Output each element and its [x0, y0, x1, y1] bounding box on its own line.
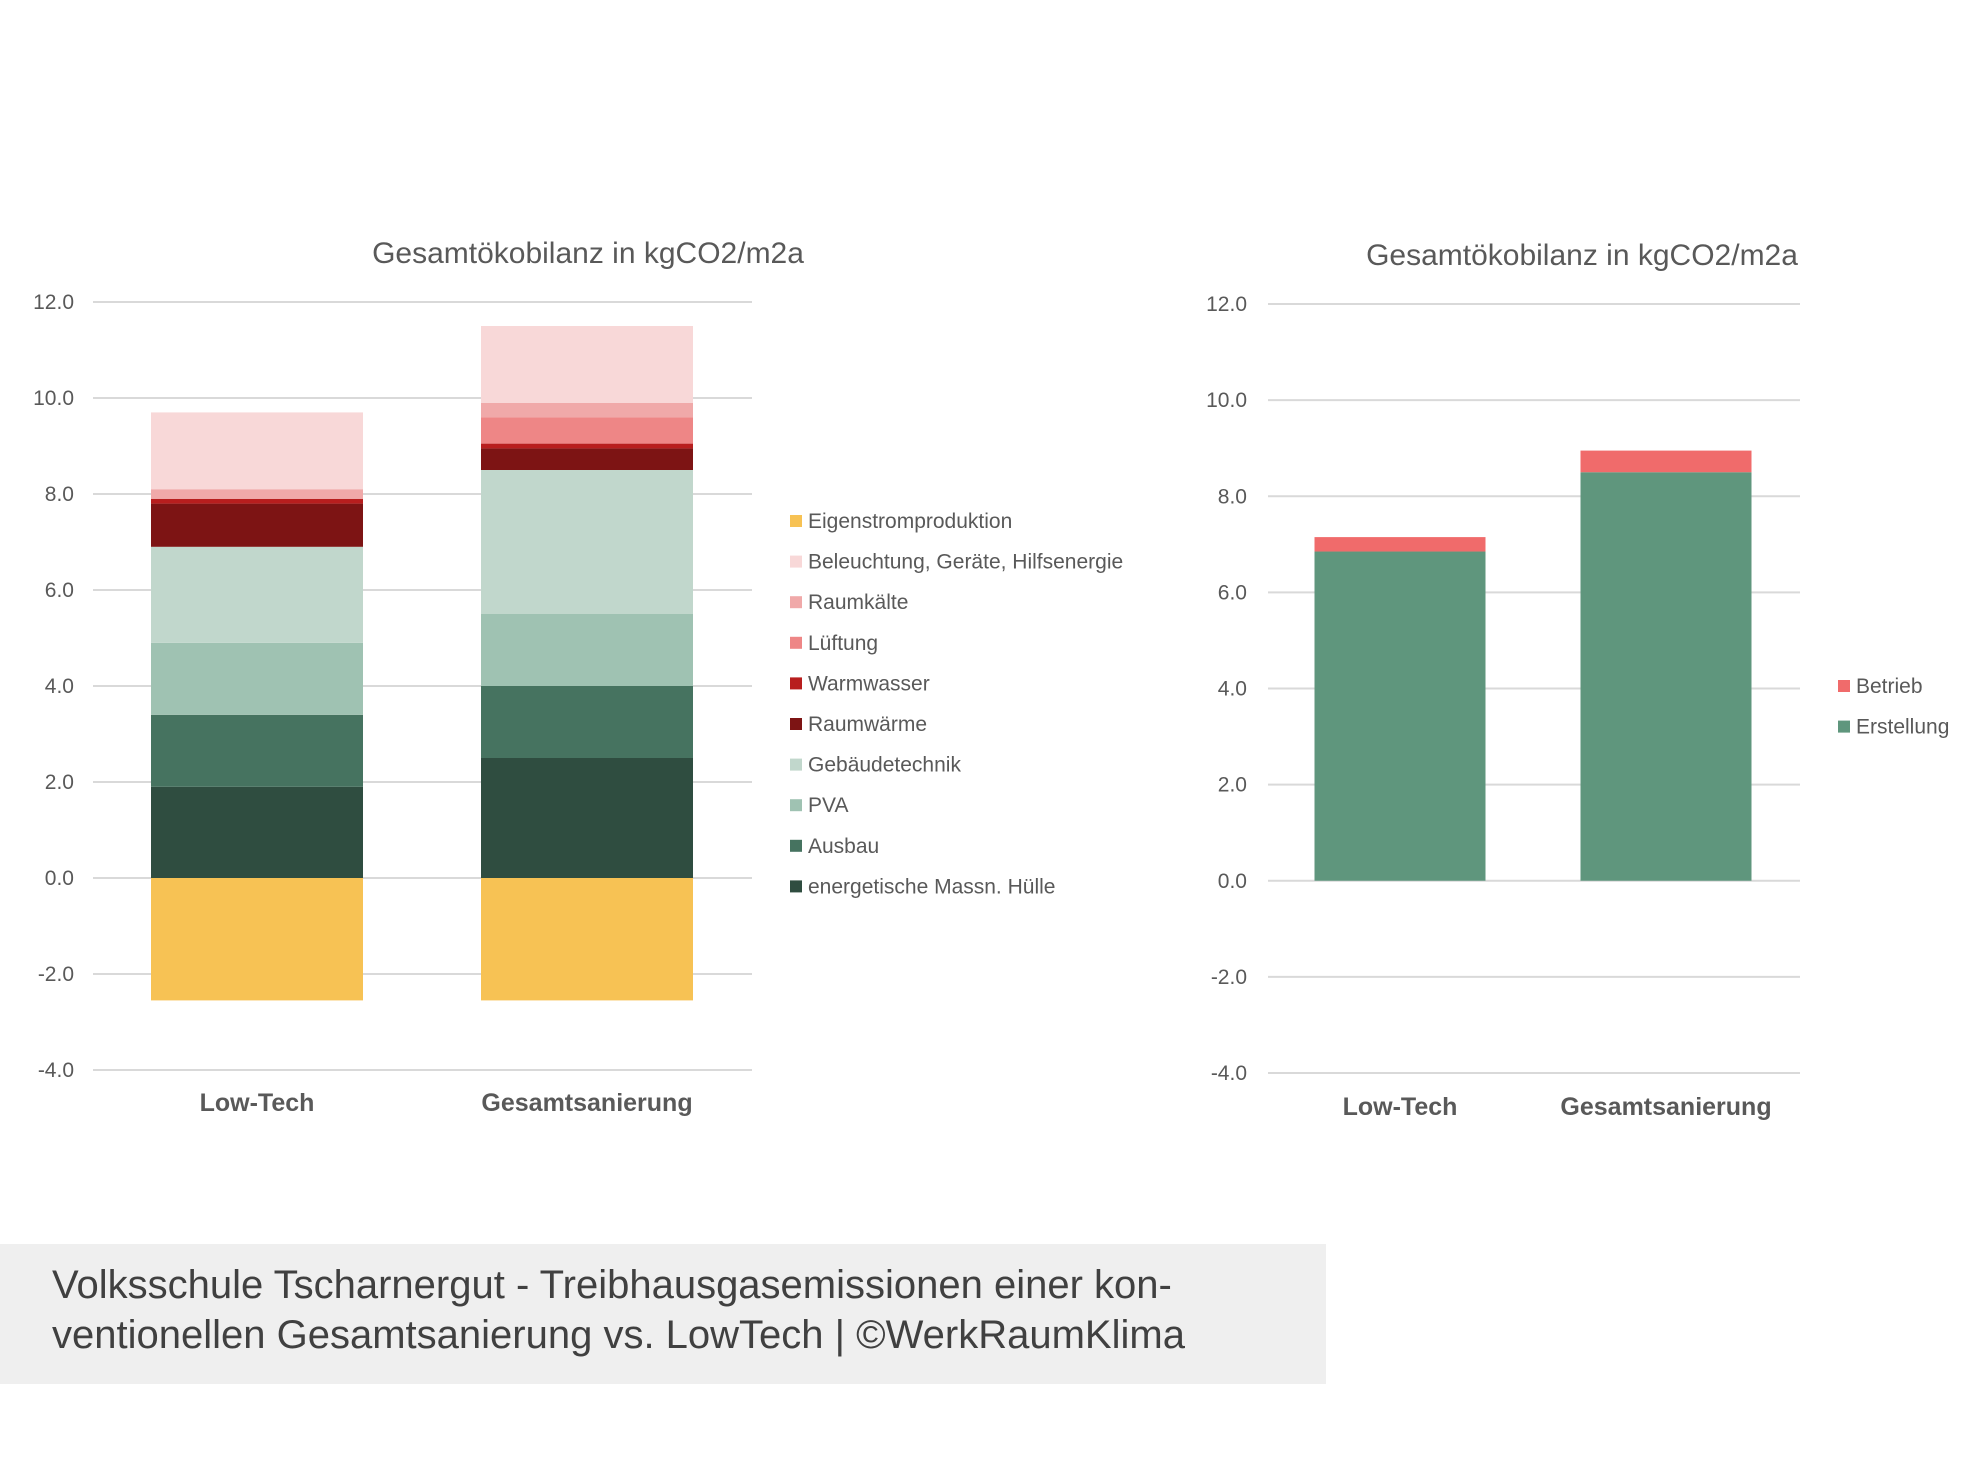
legend-swatch-lueftung [790, 636, 802, 649]
legend-label: Erstellung [1856, 716, 1949, 739]
legend-label: energetische Massn. Hülle [808, 875, 1055, 898]
x-category-label: Gesamtsanierung [481, 1089, 692, 1117]
bar-segment-betrieb-gesamtsanierung [1580, 450, 1752, 473]
bar-segment-raumwaerme-low-tech [151, 503, 363, 547]
legend-swatch-raumwaerme [790, 718, 802, 730]
chart-emissions-by-category: Gesamtökobilanz in kgCO2/m2a 12.0 10.0 8.0 6… [33, 237, 1123, 1117]
bar-segment-pva-gesamtsanierung [481, 614, 693, 686]
legend-swatch-ausbau [790, 839, 802, 852]
legend-label: PVA [808, 794, 848, 817]
y-tick-label: 2.0 [45, 771, 74, 794]
legend-label: Betrieb [1856, 675, 1923, 698]
bar-segment-raumwaerme-gesamtsanierung [481, 448, 693, 470]
x-category-label: Low-Tech [200, 1089, 315, 1117]
y-tick-label: 4.0 [45, 675, 74, 698]
y-tick-label: -4.0 [38, 1059, 74, 1082]
y-tick-label: 12.0 [33, 291, 74, 314]
bar-segment-gebaeudetechnik-gesamtsanierung [481, 470, 693, 614]
bar-segment-pva-low-tech [151, 642, 363, 715]
legend-label: Raumkälte [808, 591, 908, 614]
y-tick-label: 4.0 [1218, 678, 1247, 701]
legend-swatch-raumkaelte [790, 596, 802, 609]
y-tick-label: 8.0 [1218, 485, 1247, 508]
bar-segment-eigenstromproduktion-gesamtsanierung [481, 878, 693, 1001]
y-tick-label: 12.0 [1206, 293, 1247, 316]
bar-segment-energetische-massn-huelle-low-tech [151, 786, 363, 878]
y-tick-label: 10.0 [33, 387, 74, 410]
bar-segment-energetische-massn-huelle-gesamtsanierung [481, 758, 693, 878]
bar-segment-beleuchtung-geraete-hilfsenergie-low-tech [151, 412, 363, 490]
legend-label: Eigenstromproduktion [808, 510, 1012, 533]
bar-segment-raumkaelte-low-tech [151, 489, 363, 499]
chart-emissions-by-phase: Gesamtökobilanz in kgCO2/m2a 12.0 10.0 8.0 6… [1206, 239, 1949, 1121]
y-tick-label: 10.0 [1206, 389, 1247, 412]
caption-box: Volksschule Tscharnergut - Treibhausgase… [0, 1244, 1326, 1384]
legend-swatch-gebaeudetechnik [790, 758, 802, 771]
bar-segment-beleuchtung-geraete-hilfsenergie-gesamtsanierung [481, 326, 693, 403]
bar-segment-lueftung-gesamtsanierung [481, 417, 693, 444]
y-tick-label: -2.0 [1211, 966, 1247, 989]
legend-swatch-erstellung [1838, 720, 1850, 733]
y-tick-label: 8.0 [45, 483, 74, 506]
legend-label: Raumwärme [808, 713, 927, 736]
chart-title: Gesamtökobilanz in kgCO2/m2a [1366, 239, 1798, 272]
y-tick-label: 6.0 [1218, 581, 1247, 604]
legend-swatch-energetische-massn-huelle [790, 880, 802, 893]
y-tick-label: 2.0 [1218, 774, 1247, 797]
legend-swatch-beleuchtung-geraete-hilfsenergie [790, 555, 802, 568]
bar-segment-erstellung-gesamtsanierung [1580, 472, 1752, 881]
x-category-label: Gesamtsanierung [1560, 1093, 1771, 1121]
chart-title: Gesamtökobilanz in kgCO2/m2a [372, 237, 804, 270]
legend-label: Lüftung [808, 632, 878, 655]
figure-caption: Volksschule Tscharnergut - Treibhausgase… [52, 1263, 1185, 1357]
bar-segment-warmwasser-low-tech [151, 498, 363, 504]
bar-segment-erstellung-low-tech [1314, 551, 1486, 881]
bar-segment-gebaeudetechnik-low-tech [151, 546, 363, 643]
bar-segment-ausbau-low-tech [151, 714, 363, 787]
bar-segment-eigenstromproduktion-low-tech [151, 878, 363, 1001]
bar-segment-betrieb-low-tech [1314, 537, 1486, 552]
bar-segment-raumkaelte-gesamtsanierung [481, 402, 693, 418]
bar-segment-ausbau-gesamtsanierung [481, 686, 693, 758]
bar-segment-warmwasser-gesamtsanierung [481, 443, 693, 449]
y-tick-label: 0.0 [45, 867, 74, 890]
y-tick-label: -4.0 [1211, 1062, 1247, 1085]
legend-label: Warmwasser [808, 672, 930, 695]
legend-swatch-eigenstromproduktion [790, 515, 802, 527]
legend-swatch-warmwasser [790, 677, 802, 690]
legend-swatch-betrieb [1838, 680, 1850, 692]
legend-label: Gebäudetechnik [808, 754, 961, 777]
y-tick-label: 6.0 [45, 579, 74, 602]
y-tick-label: -2.0 [38, 963, 74, 986]
x-category-label: Low-Tech [1343, 1093, 1458, 1121]
y-tick-label: 0.0 [1218, 870, 1247, 893]
legend-swatch-pva [790, 799, 802, 812]
legend-label: Beleuchtung, Geräte, Hilfsenergie [808, 551, 1123, 574]
legend-label: Ausbau [808, 835, 879, 858]
